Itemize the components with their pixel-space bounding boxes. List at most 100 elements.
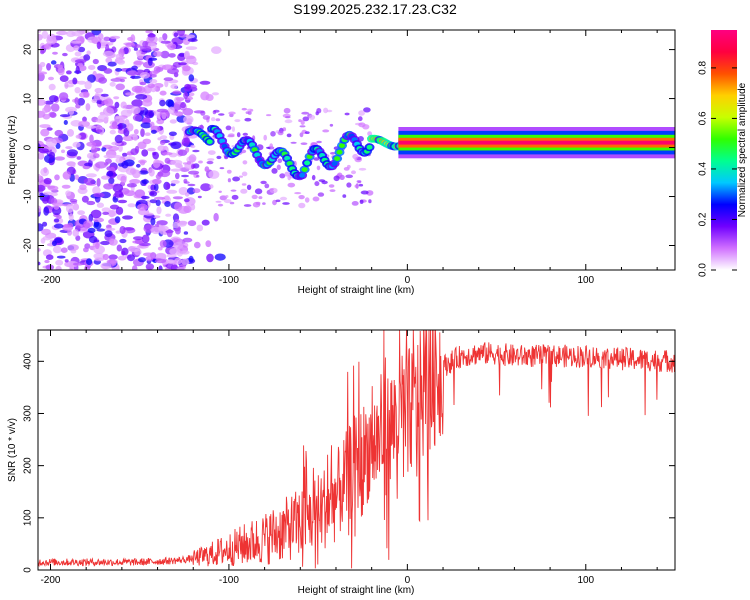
noise-blob <box>185 34 195 39</box>
speckle <box>209 184 214 189</box>
speckle <box>266 114 272 117</box>
noise-blob <box>104 98 114 107</box>
x-tick-label: -200 <box>40 575 60 586</box>
noise-blob <box>109 35 121 40</box>
noise-blob <box>92 186 101 195</box>
noise-blob <box>153 51 163 57</box>
noise-blob <box>152 178 162 185</box>
speckle <box>226 169 232 174</box>
noise-blob <box>48 151 56 159</box>
noise-blob <box>81 195 89 203</box>
speckle <box>244 117 252 122</box>
noise-blob <box>67 244 79 251</box>
noise-blob <box>147 33 156 38</box>
noise-blob <box>158 265 163 270</box>
signal-core <box>216 133 223 139</box>
noise-blob <box>75 134 82 139</box>
noise-blob <box>108 254 118 260</box>
spectrogram-x-label: Height of straight line (km) <box>298 285 415 296</box>
noise-blob <box>54 237 63 243</box>
noise-blob <box>59 114 71 118</box>
snr-marks <box>37 329 676 569</box>
noise-blob <box>141 179 149 185</box>
noise-blob <box>77 80 86 85</box>
noise-blob <box>49 95 59 103</box>
speckle <box>359 199 364 204</box>
noise-blob <box>59 75 69 82</box>
speckle <box>356 180 362 183</box>
noise-blob <box>107 209 117 217</box>
spectrogram-y-label: Frequency (Hz) <box>7 116 18 185</box>
noise-blob <box>168 131 177 137</box>
noise-blob <box>52 51 58 55</box>
speckle <box>360 190 369 195</box>
noise-blob <box>194 241 201 249</box>
noise-blob <box>113 96 120 100</box>
noise-blob <box>173 241 184 250</box>
noise-blob <box>145 30 153 34</box>
speckle <box>283 107 291 114</box>
noise-blob <box>130 106 141 115</box>
noise-blob <box>94 257 105 262</box>
noise-blob <box>83 178 96 185</box>
noise-blob <box>38 152 45 160</box>
noise-blob <box>116 59 126 65</box>
speckle <box>285 116 291 119</box>
snr-y-label: SNR (10 * v/v) <box>7 418 18 482</box>
colorbar-tick-label: 0.2 <box>698 212 709 226</box>
noise-blob <box>138 257 146 263</box>
noise-blob <box>93 192 105 198</box>
noise-blob <box>157 137 162 141</box>
noise-blob <box>148 57 158 61</box>
y-tick-label: 200 <box>23 457 34 474</box>
noise-blob <box>43 167 48 174</box>
noise-blob <box>54 174 60 181</box>
noise-blob <box>65 190 72 197</box>
signal-core <box>304 160 311 166</box>
noise-blob <box>164 201 171 207</box>
noise-blob <box>61 149 65 154</box>
noise-blob <box>121 160 129 169</box>
noise-blob <box>149 121 155 129</box>
speckle <box>286 133 292 138</box>
noise-blob <box>87 74 96 83</box>
speckle <box>321 180 328 185</box>
noise-blob <box>77 46 86 53</box>
noise-blob <box>95 129 103 133</box>
noise-blob <box>152 151 159 160</box>
noise-blob <box>130 34 136 43</box>
noise-blob <box>38 261 41 266</box>
speckle <box>215 200 222 203</box>
speckle <box>249 109 254 112</box>
speckle <box>223 199 232 204</box>
noise-blob <box>100 240 111 246</box>
speckle <box>231 126 235 132</box>
speckle <box>255 201 261 205</box>
speckle <box>352 153 359 160</box>
noise-blob <box>149 199 158 204</box>
noise-blob <box>160 135 168 140</box>
spectrogram-blobs <box>38 30 675 270</box>
noise-blob <box>120 101 127 109</box>
speckle <box>225 125 232 131</box>
speckle <box>284 119 293 124</box>
noise-blob <box>42 236 52 241</box>
noise-blob <box>182 108 194 116</box>
snr-x-label: Height of straight line (km) <box>298 585 415 596</box>
noise-blob <box>214 253 226 261</box>
noise-blob <box>38 248 41 252</box>
speckle <box>258 196 263 200</box>
speckle <box>358 167 367 171</box>
noise-blob <box>85 103 91 111</box>
noise-blob <box>72 262 84 266</box>
noise-blob <box>100 93 109 97</box>
noise-blob <box>92 58 99 65</box>
speckle <box>328 184 335 188</box>
noise-blob <box>141 99 153 107</box>
signal-core <box>286 161 293 166</box>
noise-blob <box>165 259 175 264</box>
noise-blob <box>103 36 111 42</box>
noise-blob <box>122 152 128 157</box>
colorbar: 0.0 0.2 0.4 0.6 0.8 Normalized spectral ampl… <box>698 30 748 277</box>
